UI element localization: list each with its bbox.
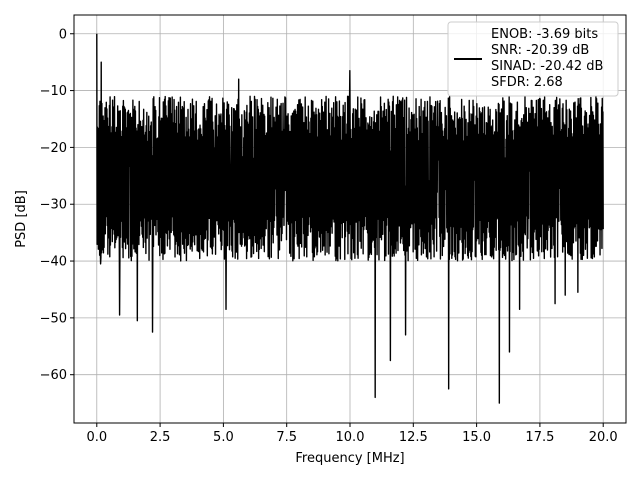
x-tick-label: 7.5 — [276, 430, 297, 445]
legend: ENOB: -3.69 bits SNR: -20.39 dB SINAD: -… — [447, 21, 619, 97]
psd-series-line — [96, 33, 604, 404]
x-tick-label: 20.0 — [589, 430, 618, 445]
x-tick-label: 12.5 — [399, 430, 428, 445]
x-axis-label: Frequency [MHz] — [295, 451, 404, 466]
x-tick-label: 15.0 — [462, 430, 491, 445]
y-tick-label: 0 — [59, 27, 67, 42]
legend-entry-snr: SNR: -20.39 dB — [491, 43, 589, 58]
legend-entry-sfdr: SFDR: 2.68 — [491, 75, 563, 90]
legend-box — [447, 21, 619, 97]
y-tick-label: −30 — [40, 198, 67, 213]
y-tick-label: −20 — [40, 141, 67, 156]
legend-entry-enob: ENOB: -3.69 bits — [491, 27, 598, 42]
series-group — [96, 33, 604, 404]
x-tick-label: 10.0 — [336, 430, 365, 445]
y-tick-label: −60 — [40, 368, 67, 383]
x-tick-label: 17.5 — [525, 430, 554, 445]
x-tick-label: 5.0 — [213, 430, 234, 445]
y-axis-ticks: 0 −10 −20 −30 −40 −50 −60 — [40, 27, 74, 383]
y-axis-label: PSD [dB] — [14, 190, 29, 248]
x-tick-label: 2.5 — [150, 430, 171, 445]
y-tick-label: −50 — [40, 311, 67, 326]
legend-entry-sinad: SINAD: -20.42 dB — [491, 59, 603, 74]
x-tick-label: 0.0 — [86, 430, 107, 445]
y-tick-label: −10 — [40, 84, 67, 99]
y-tick-label: −40 — [40, 255, 67, 270]
x-axis-ticks: 0.0 2.5 5.0 7.5 10.0 12.5 15.0 17.5 20.0 — [86, 423, 618, 445]
